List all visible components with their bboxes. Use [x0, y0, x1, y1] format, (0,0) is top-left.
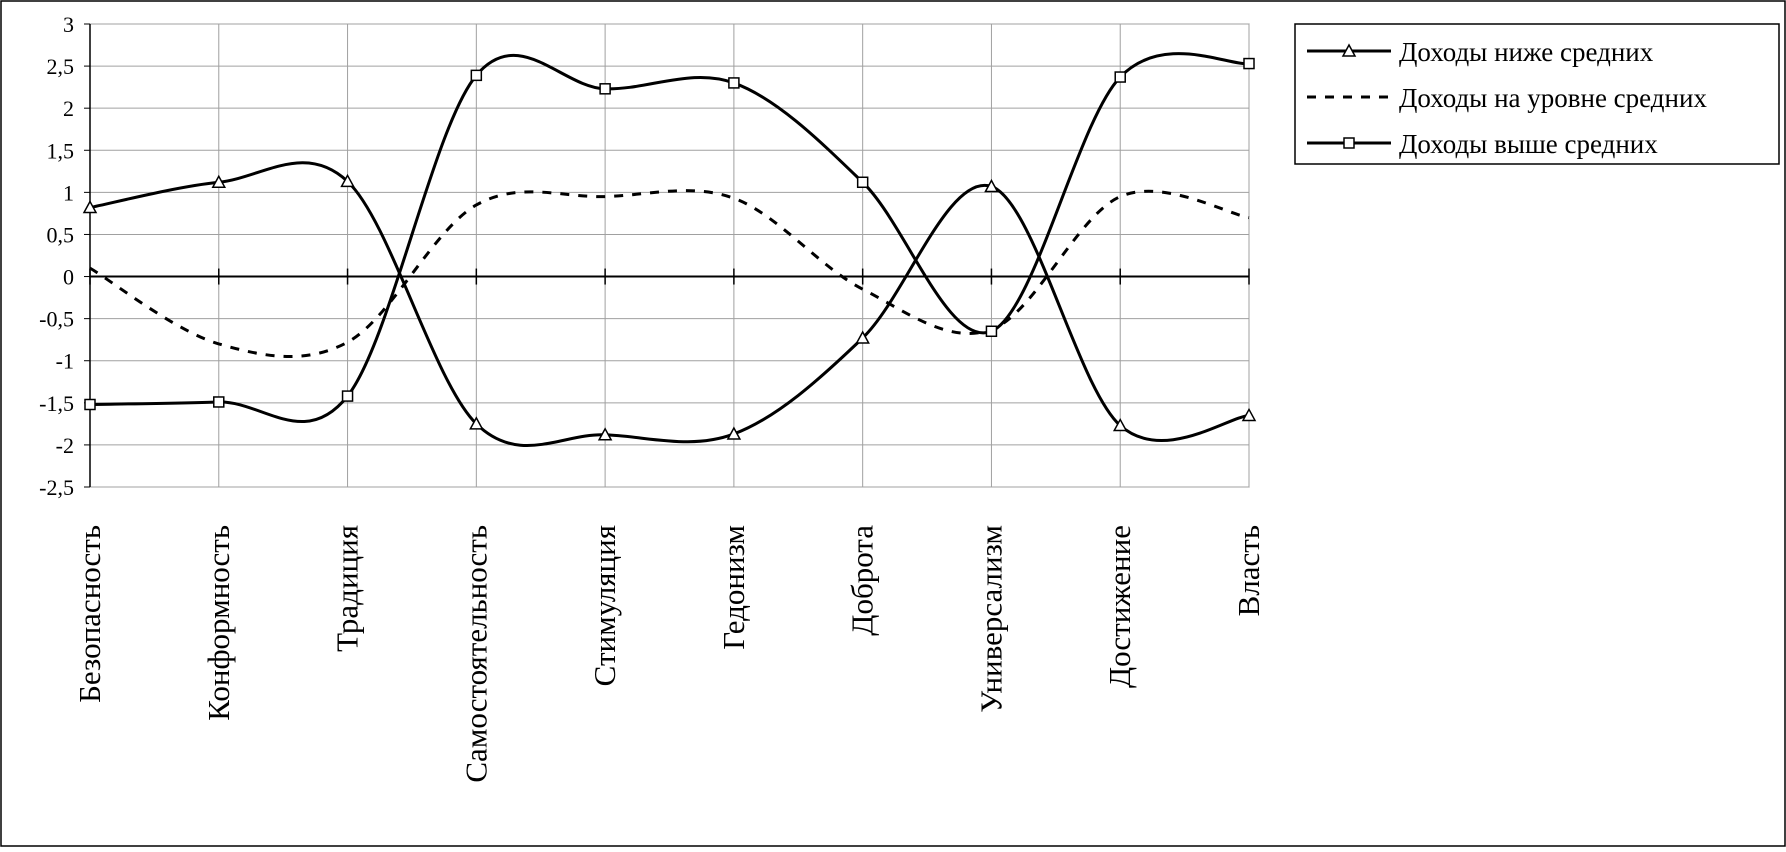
y-tick-label: -2,5 [39, 475, 74, 500]
data-point-marker [469, 416, 484, 430]
y-tick-label: -1 [56, 349, 74, 374]
y-tick-label: 0,5 [47, 222, 75, 247]
x-tick-label: Гедонизм [716, 525, 751, 650]
data-point-marker [985, 325, 998, 338]
y-tick-label: 1,5 [47, 138, 75, 163]
y-tick-label: 2 [63, 96, 74, 121]
plot-area [89, 23, 1250, 488]
legend-label: Доходы на уровне средних [1399, 83, 1707, 113]
data-point-marker [470, 69, 483, 82]
x-tick-label: Власть [1231, 525, 1266, 616]
x-tick-label: Традиция [330, 525, 365, 652]
data-point-marker [855, 330, 870, 344]
data-point-marker [984, 178, 999, 193]
data-point-marker [1243, 57, 1255, 70]
data-point-marker [82, 199, 98, 214]
data-point-marker [728, 77, 740, 89]
y-tick-label: 1 [63, 180, 74, 205]
data-point-marker [341, 390, 354, 402]
series-line-1 [89, 161, 1250, 447]
data-point-marker [1112, 417, 1128, 432]
x-tick-label: Самостоятельность [458, 525, 493, 783]
series-line-2 [89, 189, 1250, 358]
data-point-marker [1114, 71, 1126, 83]
data-point-marker [211, 174, 227, 189]
legend: Доходы ниже средних Доходы на уровне сред… [1294, 23, 1780, 165]
y-tick-label: 0 [63, 265, 74, 290]
legend-marker [1343, 137, 1355, 149]
legend-label: Доходы выше средних [1399, 129, 1658, 159]
data-point-marker [856, 176, 869, 189]
y-tick-label: -2 [56, 433, 74, 458]
x-tick-label: Универсализм [973, 525, 1008, 713]
data-point-marker [340, 173, 355, 188]
y-tick-label: 3 [63, 12, 74, 37]
legend-marker [1341, 43, 1357, 57]
x-tick-label: Безопасность [72, 525, 107, 703]
legend-box [1294, 23, 1780, 165]
x-tick-label: Стимуляция [587, 525, 622, 686]
series-line-3 [89, 52, 1250, 424]
data-point-marker [599, 83, 611, 95]
data-point-marker [213, 396, 225, 408]
data-point-marker [726, 426, 742, 440]
x-tick-label: Конформность [201, 525, 236, 721]
legend-label: Доходы ниже средних [1399, 37, 1654, 67]
y-tick-label: -0,5 [39, 307, 74, 332]
x-tick-label: Доброта [845, 525, 880, 636]
x-tick-label: Достижение [1102, 525, 1137, 688]
y-tick-label: -1,5 [39, 391, 74, 416]
data-point-marker [1241, 407, 1257, 422]
data-point-marker [84, 398, 96, 411]
y-tick-label: 2,5 [47, 54, 75, 79]
data-point-marker [597, 427, 613, 441]
